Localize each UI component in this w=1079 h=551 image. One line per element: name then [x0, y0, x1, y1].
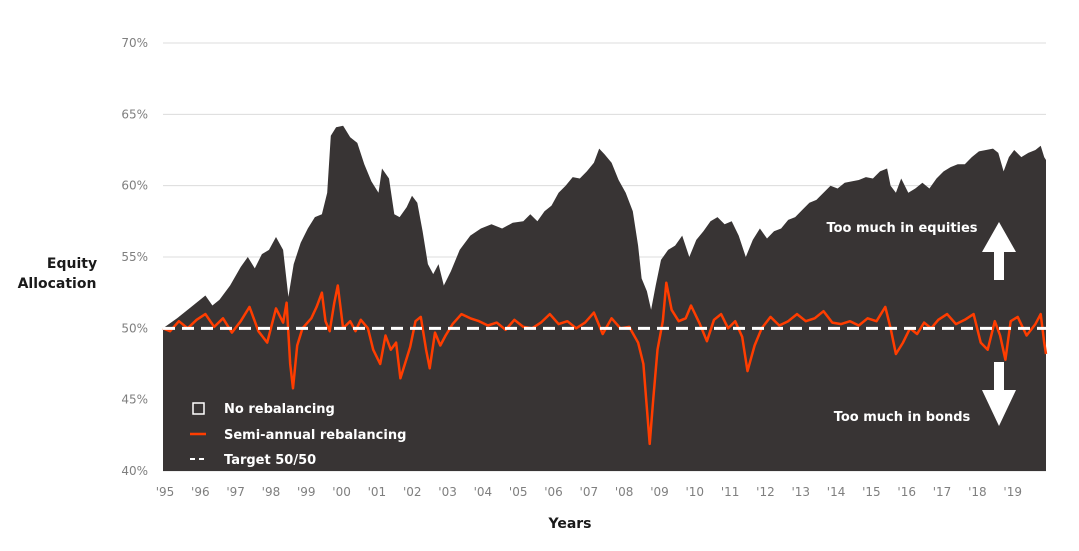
x-tick-label: '19: [1003, 485, 1022, 499]
x-tick-label: '12: [756, 485, 775, 499]
y-tick-label: 65%: [121, 107, 148, 121]
x-tick-label: '01: [368, 485, 387, 499]
x-tick-label: '18: [968, 485, 987, 499]
y-axis-label-line2: Allocation: [18, 276, 97, 292]
y-tick-label: 60%: [121, 179, 148, 193]
arrow-up-icon: [982, 222, 1016, 280]
x-tick-label: '06: [544, 485, 563, 499]
annotation-too-much-bonds: Too much in bonds: [834, 410, 971, 425]
no-rebalancing-area: [163, 125, 1046, 471]
arrow-down-icon: [982, 362, 1016, 426]
x-tick-label: '10: [686, 485, 705, 499]
x-tick-label: '09: [650, 485, 669, 499]
x-tick-label: '96: [191, 485, 210, 499]
annotation-too-much-equities: Too much in equities: [826, 221, 977, 236]
y-tick-label: 40%: [121, 464, 148, 478]
y-tick-label: 70%: [121, 36, 148, 50]
x-tick-label: '17: [933, 485, 952, 499]
x-tick-label: '02: [403, 485, 422, 499]
semi-annual-rebalancing-line: [162, 281, 1048, 446]
x-tick-label: '95: [156, 485, 175, 499]
x-tick-label: '07: [580, 485, 599, 499]
x-tick-label: '13: [791, 485, 810, 499]
x-tick-label: '04: [474, 485, 493, 499]
x-tick-label: '03: [438, 485, 457, 499]
x-tick-label: '99: [297, 485, 316, 499]
legend-swatch-no-rebalancing: [192, 402, 205, 415]
y-axis-label-line1: Equity: [47, 256, 97, 272]
legend: No rebalancing Semi-annual rebalancing T…: [190, 402, 406, 468]
y-tick-label: 45%: [121, 393, 148, 407]
x-tick-label: '16: [897, 485, 916, 499]
legend-label-target: Target 50/50: [224, 453, 316, 468]
x-tick-label: '00: [332, 485, 351, 499]
y-axis-ticks: 40% 45% 50% 55% 60% 65% 70%: [121, 36, 148, 478]
y-tick-label: 50%: [121, 321, 148, 335]
x-tick-label: '14: [827, 485, 846, 499]
legend-label-semi-annual: Semi-annual rebalancing: [224, 428, 406, 443]
x-tick-label: '11: [721, 485, 740, 499]
x-tick-label: '08: [615, 485, 634, 499]
no-rebalancing-area-layer: [163, 125, 1046, 471]
x-tick-label: '98: [262, 485, 281, 499]
y-tick-label: 55%: [121, 250, 148, 264]
x-tick-label: '97: [226, 485, 245, 499]
x-axis-ticks: '95 '96 '97 '98 '99 '00 '01 '02 '03 '04 '05 '06 '07 '…: [156, 485, 1022, 499]
annotations: Too much in equities Too much in bonds: [826, 221, 1016, 426]
semi-annual-line-layer: [162, 281, 1048, 446]
x-tick-label: '05: [509, 485, 528, 499]
x-tick-label: '15: [862, 485, 881, 499]
x-axis-label: Years: [547, 516, 591, 532]
legend-label-no-rebalancing: No rebalancing: [224, 402, 335, 417]
